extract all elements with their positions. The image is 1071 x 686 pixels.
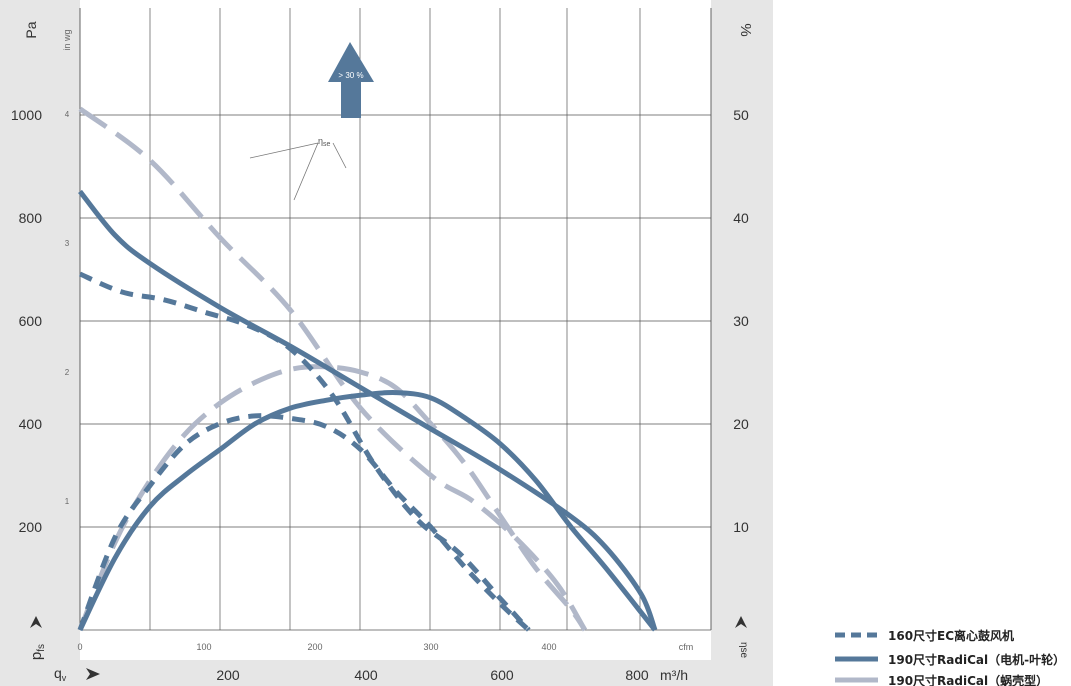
inwg-unit-label: in wg (62, 29, 72, 50)
plot-area (80, 8, 711, 626)
pressure-symbol: p (28, 652, 45, 660)
percent-tick-label: 30 (733, 313, 749, 329)
left-axis-band (0, 0, 80, 660)
bottom-axis-band (0, 660, 773, 686)
right-axis-band (711, 0, 773, 660)
eta-symbol: η (318, 136, 323, 146)
svg-text:ηse: ηse (318, 136, 331, 148)
pa-tick-label: 200 (19, 519, 43, 535)
inwg-tick-label: 2 (65, 368, 70, 377)
curve-pressure-0 (78, 271, 531, 632)
pa-unit-label: Pa (23, 21, 39, 38)
pa-tick-label: 400 (19, 416, 43, 432)
curve-efficiency-4 (77, 390, 657, 632)
curve-efficiency-5 (77, 364, 587, 632)
m3h-tick-label: 200 (216, 667, 240, 683)
pa-tick-label: 1000 (11, 107, 42, 123)
inwg-tick-label: 1 (65, 497, 70, 506)
improvement-arrow-label: > 30 % (338, 71, 363, 80)
curve-efficiency-3 (77, 413, 531, 632)
m3h-tick-label: 400 (354, 667, 378, 683)
pa-tick-label: 800 (19, 210, 43, 226)
pressure-axis-label: pfs (28, 644, 47, 660)
cfm-tick-label: 300 (423, 642, 438, 652)
pressure-axis-arrow-icon (30, 616, 42, 628)
percent-tick-label: 40 (733, 210, 749, 226)
eta-subscript: se (323, 141, 331, 148)
cfm-tick-label: 400 (541, 642, 556, 652)
curves (77, 106, 658, 632)
efficiency-annotation: ηse (249, 136, 347, 201)
cfm-tick-label: 100 (196, 642, 211, 652)
percent-tick-label: 50 (733, 107, 749, 123)
percent-tick-label: 10 (733, 519, 749, 535)
pa-tick-label: 600 (19, 313, 43, 329)
m3h-tick-label: 800 (625, 667, 649, 683)
inwg-tick-label: 4 (65, 110, 70, 119)
cfm-unit-label: cfm (679, 642, 694, 652)
percent-tick-label: 20 (733, 416, 749, 432)
inwg-tick-label: 3 (65, 239, 70, 248)
legend-label-190-motor-impeller: 190尺寸RadiCal（电机-叶轮） (888, 652, 1065, 667)
legend-label-190-scroll: 190尺寸RadiCal（蜗壳型） (888, 673, 1048, 686)
m3h-tick-label: 600 (490, 667, 514, 683)
cfm-tick-label: 0 (77, 642, 82, 652)
curve-pressure-2 (78, 106, 588, 632)
legend: 160尺寸EC离心鼓风机 190尺寸RadiCal（电机-叶轮） 190尺寸Ra… (835, 628, 1065, 686)
efficiency-axis-label: ηse (738, 642, 749, 659)
flow-subscript: v (62, 673, 67, 683)
svg-text:pfs: pfs (28, 644, 47, 660)
grid (79, 8, 712, 631)
flow-unit-label: m³/h (660, 667, 688, 683)
pressure-subscript: fs (36, 644, 47, 652)
flow-symbol: q (54, 665, 62, 681)
flow-axis-arrow-icon (86, 668, 100, 680)
flow-axis-label: qv (54, 665, 67, 683)
improvement-arrow-icon (328, 42, 374, 118)
curve-pressure-1 (78, 189, 658, 631)
cfm-tick-label: 200 (307, 642, 322, 652)
percent-unit-label: % (737, 23, 754, 36)
legend-label-160-ec: 160尺寸EC离心鼓风机 (888, 628, 1014, 643)
efficiency-axis-arrow-icon (735, 616, 747, 628)
